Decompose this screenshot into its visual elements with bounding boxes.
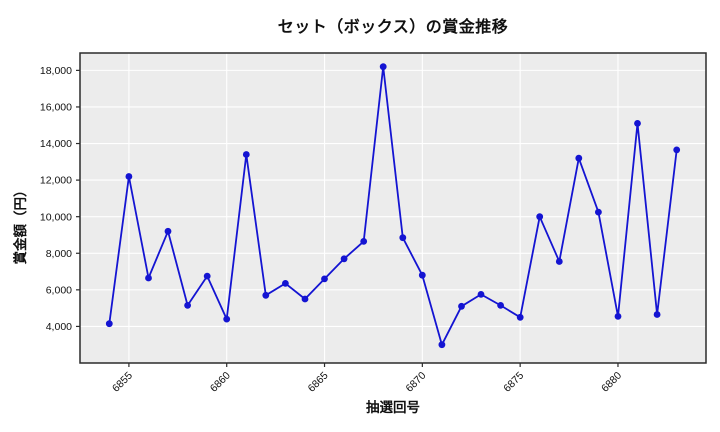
- x-tick-label: 6875: [501, 370, 526, 395]
- y-tick-label: 12,000: [40, 175, 72, 187]
- x-tick-label: 6865: [306, 370, 331, 395]
- y-tick-label: 8,000: [46, 248, 72, 260]
- y-tick-label: 10,000: [40, 211, 72, 223]
- data-point: [673, 146, 681, 154]
- data-point: [595, 208, 602, 216]
- data-point: [301, 295, 309, 303]
- x-tick-label: 6855: [110, 370, 135, 395]
- y-tick-label: 16,000: [40, 102, 72, 114]
- data-point: [379, 63, 387, 71]
- data-point: [555, 258, 563, 265]
- y-tick-label: 18,000: [40, 65, 72, 77]
- data-point: [653, 311, 661, 318]
- plot-area: [80, 53, 706, 363]
- x-tick-label: 6860: [208, 370, 233, 395]
- data-point: [360, 238, 368, 245]
- series-line: [108, 65, 678, 346]
- data-point: [282, 280, 289, 287]
- data-point: [516, 313, 524, 321]
- data-point: [458, 302, 465, 310]
- data-point: [125, 173, 133, 180]
- data-point: [497, 302, 504, 309]
- data-point: [242, 151, 250, 158]
- data-point: [614, 313, 622, 320]
- data-point: [184, 302, 192, 309]
- data-point: [399, 234, 407, 242]
- data-point: [262, 291, 270, 299]
- plot-border: [79, 52, 707, 364]
- data-point: [438, 341, 446, 349]
- data-point: [634, 120, 641, 127]
- y-tick-label: 4,000: [46, 321, 72, 333]
- data-point: [477, 291, 485, 298]
- data-point: [321, 275, 328, 283]
- x-tick-label: 6880: [599, 370, 624, 395]
- x-axis-label: 抽選回号: [366, 400, 420, 415]
- chart-title: セット（ボックス）の賞金推移: [277, 19, 509, 36]
- data-point: [203, 272, 211, 280]
- data-point: [536, 213, 544, 221]
- data-point: [418, 271, 426, 279]
- y-tick-label: 14,000: [40, 138, 72, 150]
- data-point: [223, 315, 231, 323]
- y-tick-label: 6,000: [46, 284, 72, 296]
- data-point: [105, 320, 113, 328]
- x-tick-label: 6870: [403, 370, 428, 395]
- data-point: [164, 227, 172, 235]
- data-point: [340, 255, 348, 263]
- data-point: [575, 154, 583, 162]
- data-point: [145, 274, 152, 282]
